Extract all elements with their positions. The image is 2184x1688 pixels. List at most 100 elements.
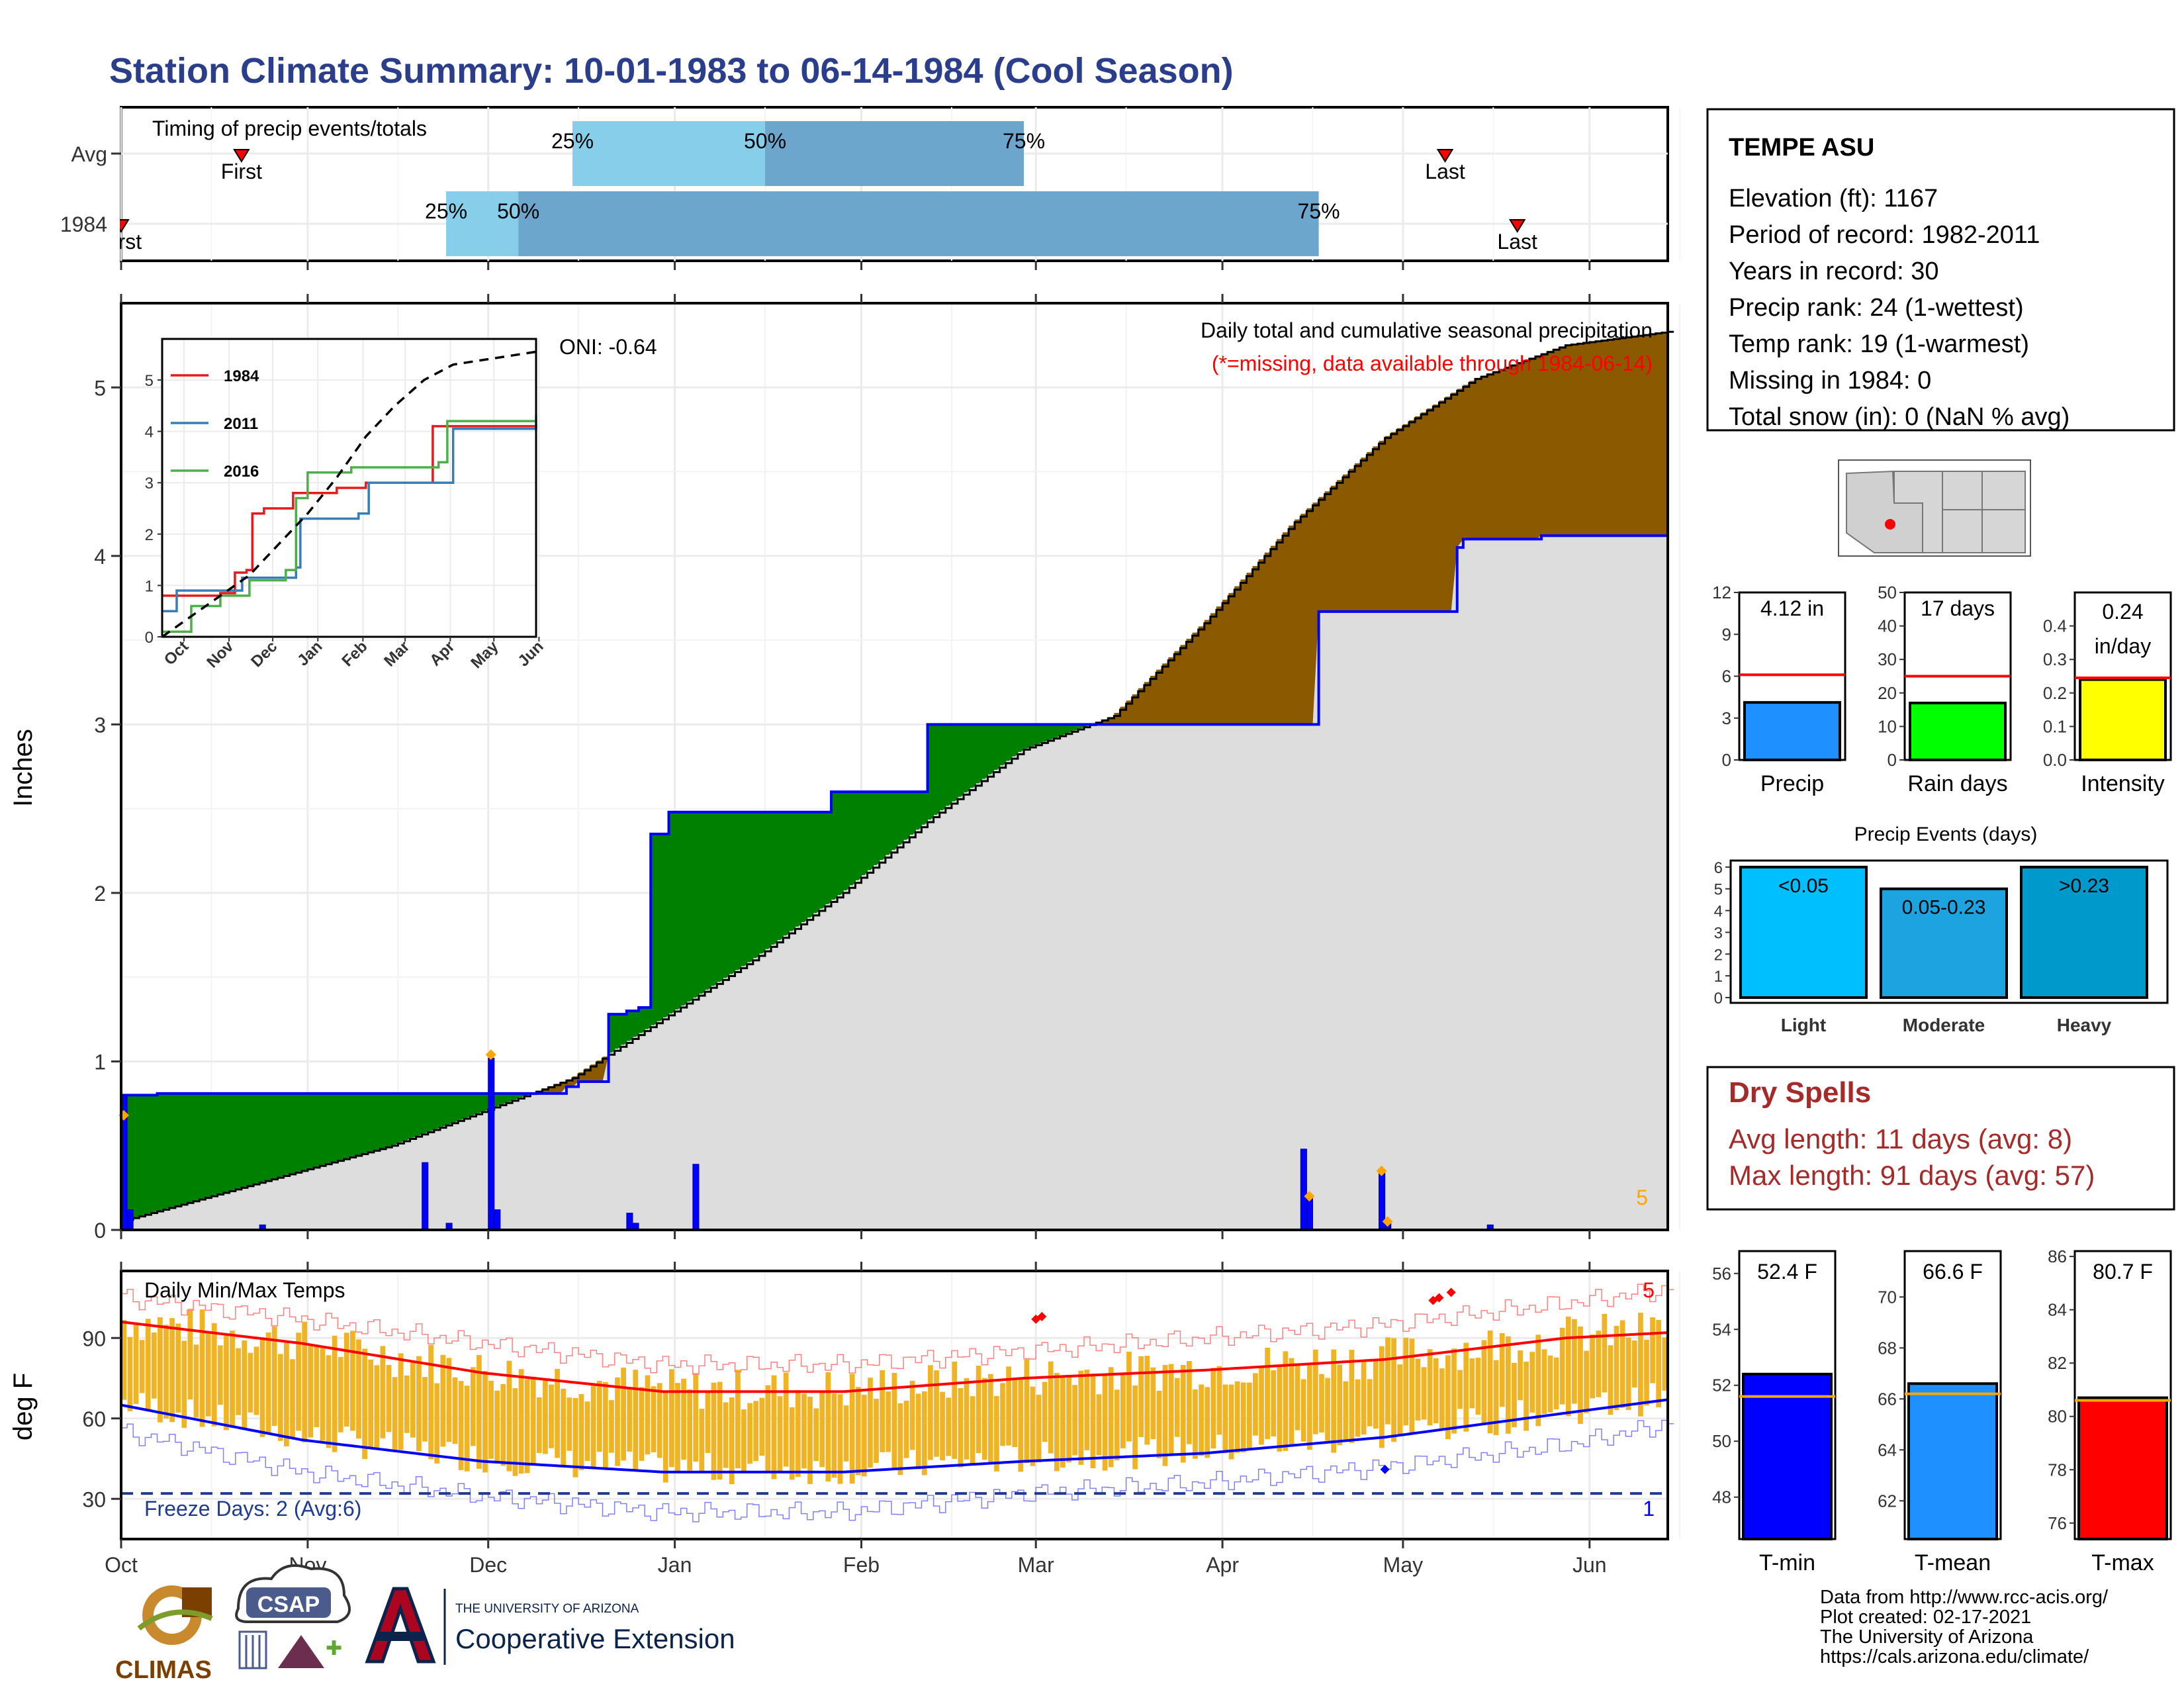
- below-average-fill: [590, 1064, 597, 1082]
- above-average-fill: [410, 1093, 417, 1138]
- events-title: Precip Events (days): [1854, 823, 2038, 845]
- daily-temp-bar: [277, 1354, 283, 1441]
- daily-temp-bar: [1187, 1361, 1192, 1444]
- precip-ytick-label: 1: [94, 1050, 106, 1074]
- above-average-fill: [915, 792, 923, 830]
- daily-temp-bar: [1300, 1379, 1306, 1442]
- above-average-fill: [686, 812, 694, 1002]
- inset-ytick-label: 0: [145, 629, 154, 647]
- daily-temp-bar: [807, 1396, 813, 1484]
- daily-temp-bar: [145, 1319, 151, 1409]
- daily-temp-bar: [500, 1383, 506, 1466]
- below-average-fill: [548, 1086, 555, 1094]
- above-average-fill: [211, 1093, 218, 1196]
- below-average-fill: [1252, 566, 1259, 725]
- above-average-fill: [343, 1093, 351, 1158]
- daily-temp-bar: [482, 1371, 488, 1473]
- daily-temp-bar: [380, 1346, 386, 1438]
- summary-ytick-label: 0.4: [2043, 616, 2067, 636]
- temp-bar-value-label: 52.4 F: [1757, 1260, 1817, 1284]
- below-average-fill: [1240, 579, 1248, 725]
- below-average-fill: [1427, 408, 1433, 612]
- daily-precip-bar: [422, 1162, 429, 1231]
- ua-a-mark: [365, 1587, 436, 1664]
- below-average-fill: [1186, 638, 1193, 725]
- above-average-fill: [326, 1093, 332, 1164]
- daily-temp-bar: [1644, 1339, 1649, 1406]
- daily-temp-bar: [1030, 1386, 1036, 1466]
- daily-temp-bar: [121, 1320, 127, 1400]
- dry-spells-avg: Avg length: 11 days (avg: 8): [1729, 1123, 2072, 1154]
- daily-temp-bar: [578, 1394, 584, 1470]
- daily-temp-bar: [1066, 1375, 1071, 1463]
- above-average-fill: [1005, 724, 1013, 761]
- temp-title: Daily Min/Max Temps: [144, 1278, 345, 1302]
- daily-temp-bar: [290, 1359, 295, 1438]
- temp-bar-ytick-label: 76: [2048, 1513, 2067, 1533]
- above-average-fill: [295, 1093, 302, 1172]
- daily-temp-bar: [314, 1346, 320, 1428]
- daily-temp-bar: [1199, 1384, 1204, 1456]
- above-average-fill: [247, 1093, 254, 1186]
- above-average-fill: [614, 1014, 621, 1049]
- summary-bar-label: Rain days: [1907, 771, 2007, 796]
- below-average-fill: [1379, 440, 1386, 612]
- daily-temp-bar: [849, 1374, 855, 1484]
- events-ytick-label: 6: [1714, 859, 1723, 877]
- daily-temp-bar: [404, 1375, 410, 1433]
- below-average-fill: [1174, 651, 1181, 725]
- above-average-fill: [433, 1093, 441, 1129]
- above-average-fill: [217, 1093, 224, 1194]
- above-average-fill: [970, 724, 976, 788]
- daily-temp-bar: [987, 1374, 993, 1464]
- daily-temp-bar: [1475, 1358, 1481, 1415]
- daily-temp-bar: [1174, 1378, 1180, 1437]
- above-average-fill: [283, 1093, 291, 1176]
- footer: CLIMAS CSAP ✚ THE UNIVERSITY OF ARIZONA …: [115, 1564, 2109, 1684]
- below-average-fill: [542, 1088, 549, 1094]
- csap-logo: CSAP ✚: [235, 1564, 351, 1669]
- daily-temp-bar: [735, 1370, 741, 1469]
- daily-temp-bar: [199, 1309, 205, 1427]
- above-average-fill: [193, 1093, 200, 1201]
- footer-credit-line: The University of Arizona: [1820, 1626, 2034, 1648]
- above-average-fill: [439, 1093, 447, 1127]
- above-average-fill: [999, 724, 1007, 766]
- daily-temp-bar: [958, 1387, 964, 1468]
- daily-temp-bar: [675, 1383, 680, 1473]
- daily-temp-bar: [248, 1352, 253, 1413]
- timing-last-label: Last: [1497, 230, 1537, 254]
- above-average-fill: [674, 812, 682, 1009]
- month-label: Jun: [1572, 1553, 1607, 1577]
- above-average-fill: [386, 1093, 392, 1147]
- above-average-fill: [632, 1011, 639, 1037]
- below-average-fill: [1192, 632, 1199, 725]
- below-average-fill: [584, 1068, 591, 1082]
- daily-temp-bar: [831, 1393, 837, 1478]
- daily-temp-bar: [386, 1365, 392, 1432]
- below-average-fill: [1499, 369, 1506, 539]
- below-average-fill: [1511, 364, 1518, 539]
- station-info-line: Total snow (in): 0 (NaN % avg): [1729, 403, 2070, 431]
- below-average-fill: [1246, 573, 1253, 725]
- above-average-fill: [277, 1093, 285, 1177]
- precip-ylabel: Inches: [9, 729, 38, 807]
- above-average-fill: [729, 812, 736, 974]
- daily-temp-bar: [259, 1337, 265, 1437]
- daily-temp-bar: [1283, 1351, 1289, 1451]
- above-average-fill: [747, 812, 754, 962]
- avg-min-line: [120, 1398, 1668, 1474]
- csap-logo-text: CSAP: [257, 1592, 320, 1617]
- events-ytick-label: 1: [1714, 968, 1723, 986]
- timing-p25-label: 25%: [425, 199, 467, 223]
- daily-temp-bar: [1397, 1364, 1403, 1436]
- inset-frame: [161, 338, 537, 638]
- daily-temp-bar: [1138, 1356, 1144, 1437]
- daily-temp-bar: [753, 1401, 759, 1462]
- summary-ytick-label: 12: [1712, 583, 1731, 602]
- daily-temp-bar: [1512, 1362, 1517, 1428]
- above-average-fill: [723, 812, 730, 978]
- summary-bar-precip: [1743, 701, 1841, 762]
- below-average-fill: [1276, 539, 1283, 725]
- above-average-fill: [777, 812, 784, 941]
